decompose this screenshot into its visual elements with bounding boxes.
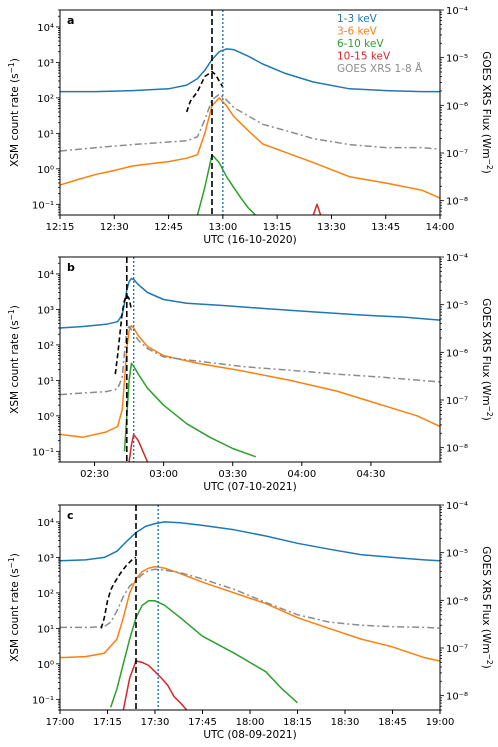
y-right-axis-label: GOES XRS Flux (Wm−2): [480, 51, 495, 174]
series-6-10-kev-line: [196, 153, 256, 215]
y-tick-label: 10²: [37, 94, 54, 105]
y-right-tick-label: 10⁻⁶: [446, 101, 468, 112]
y-tick-label: 10⁰: [37, 660, 54, 671]
x-tick-label: 13:15: [263, 222, 292, 233]
plot-frame: [59, 256, 441, 463]
y-tick-label: 10¹: [37, 624, 54, 635]
legend-entry: 1-3 keV: [337, 13, 378, 25]
x-axis-label: UTC (07-10-2021): [203, 481, 296, 493]
y-right-axis-label: GOES XRS Flux (Wm−2): [480, 298, 495, 421]
x-axis-label: UTC (08-09-2021): [203, 729, 296, 741]
x-tick-label: 13:45: [371, 222, 400, 233]
series-onset-derivative-line: [100, 556, 137, 629]
legend-entry: GOES XRS 1-8 Å: [337, 62, 423, 75]
series-1-3-kev-line: [60, 48, 440, 93]
x-tick-label: 02:30: [80, 469, 109, 480]
y-right-axis-label: GOES XRS Flux (Wm−2): [480, 546, 495, 669]
x-tick-label: 18:15: [283, 717, 312, 728]
series-1-3-kev-line: [60, 277, 440, 329]
x-tick-label: 18:45: [378, 717, 407, 728]
y-tick-label: 10³: [37, 305, 54, 316]
y-tick-label: 10⁰: [37, 165, 54, 176]
panel-label: c: [67, 509, 74, 522]
series-3-6-kev-line: [60, 97, 440, 199]
y-right-tick-label: 10⁻⁶: [446, 596, 468, 607]
series-10-15-kev-line: [128, 433, 149, 462]
x-tick-label: 17:30: [141, 717, 170, 728]
y-tick-label: 10²: [37, 341, 54, 352]
y-tick-label: 10⁻¹: [32, 695, 54, 706]
y-tick-label: 10⁴: [37, 518, 54, 529]
panel-label: b: [67, 261, 75, 274]
y-right-tick-label: 10⁻⁶: [446, 348, 468, 359]
y-right-tick-label: 10⁻⁷: [446, 149, 468, 160]
x-tick-label: 19:00: [426, 717, 455, 728]
series-1-3-kev-line: [60, 521, 440, 562]
y-right-tick-label: 10⁻⁸: [446, 197, 468, 208]
panel-c: 17:00 17:15 17:30 17:45 18:00 18:15 18:30 18:45…: [7, 501, 495, 741]
x-tick-label: 18:00: [236, 717, 265, 728]
y-right-tick-label: 10⁻⁵: [446, 549, 468, 560]
x-tick-label: 17:15: [93, 717, 122, 728]
series-3-6-kev-line: [60, 324, 440, 438]
y-right-tick-label: 10⁻⁴: [446, 501, 468, 512]
x-tick-label: 13:00: [208, 222, 237, 233]
y-tick-label: 10³: [37, 553, 54, 564]
x-tick-label: 12:45: [154, 222, 183, 233]
y-tick-label: 10¹: [37, 129, 54, 140]
series-10-15-kev-line: [122, 660, 188, 710]
series-6-10-kev-line: [109, 600, 299, 708]
x-tick-label: 14:00: [426, 222, 455, 233]
y-tick-label: 10⁻¹: [32, 447, 54, 458]
y-tick-label: 10⁴: [37, 270, 54, 281]
y-tick-label: 10⁻¹: [32, 200, 54, 211]
y-tick-label: 10⁰: [37, 412, 54, 423]
x-tick-label: 17:00: [46, 717, 75, 728]
y-axis-label: XSM count rate (s−1): [7, 553, 22, 662]
series-6-10-kev-line: [123, 362, 257, 458]
y-tick-label: 10²: [37, 589, 54, 600]
x-tick-label: 03:30: [218, 469, 247, 480]
y-right-tick-label: 10⁻⁷: [446, 396, 468, 407]
series-goes-xrs-1-8--line: [60, 93, 440, 152]
legend-entry: 10-15 keV: [337, 51, 391, 63]
series-onset-derivative-line: [185, 70, 224, 113]
x-tick-label: 17:45: [188, 717, 217, 728]
y-right-tick-label: 10⁻⁵: [446, 54, 468, 65]
y-axis-label: XSM count rate (s−1): [7, 58, 22, 167]
y-right-tick-label: 10⁻⁷: [446, 644, 468, 655]
x-tick-label: 03:00: [149, 469, 178, 480]
series-goes-xrs-1-8--line: [60, 325, 440, 396]
series-onset-derivative-line: [114, 294, 133, 375]
panel-label: a: [67, 14, 74, 27]
x-tick-label: 04:30: [356, 469, 385, 480]
y-axis-label: XSM count rate (s−1): [7, 305, 22, 414]
y-right-tick-label: 10⁻⁴: [446, 6, 468, 17]
y-tick-label: 10⁴: [37, 23, 54, 34]
y-right-tick-label: 10⁻⁸: [446, 444, 468, 455]
y-tick-label: 10³: [37, 58, 54, 69]
x-tick-label: 12:15: [46, 222, 75, 233]
legend-entry: 6-10 keV: [337, 38, 384, 50]
x-tick-label: 13:30: [317, 222, 346, 233]
panel-a: 12:15 12:30 12:45 13:00 13:15 13:30 13:45 14:00…: [7, 6, 495, 246]
series-10-15-kev-line: [312, 203, 322, 215]
y-right-tick-label: 10⁻⁵: [446, 301, 468, 312]
y-tick-label: 10¹: [37, 376, 54, 387]
series-3-6-kev-line: [60, 565, 440, 662]
panel-b: 02:30 03:00 03:30 04:00 04:30 UTC (07-10-2021…: [7, 253, 495, 493]
x-tick-label: 12:30: [100, 222, 129, 233]
y-right-tick-label: 10⁻⁸: [446, 692, 468, 703]
x-tick-label: 04:00: [287, 469, 316, 480]
legend-entry: 3-6 keV: [337, 26, 378, 38]
y-right-tick-label: 10⁻⁴: [446, 253, 468, 264]
x-tick-label: 18:30: [331, 717, 360, 728]
x-axis-label: UTC (16-10-2020): [203, 234, 296, 246]
plot-frame: [59, 504, 441, 711]
